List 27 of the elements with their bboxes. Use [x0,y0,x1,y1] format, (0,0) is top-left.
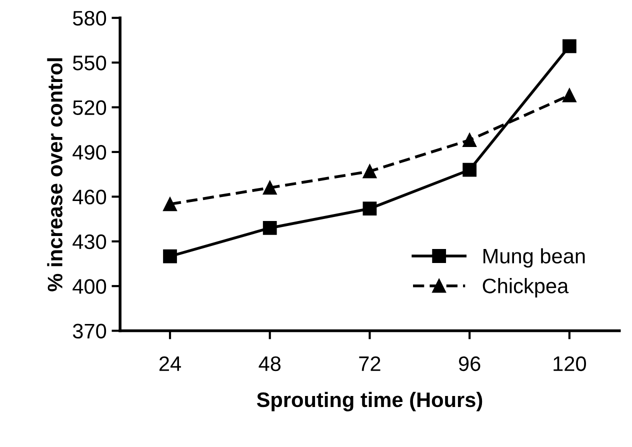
point [262,180,277,195]
point [163,197,177,212]
y-axis-title: % increase over control [47,58,62,292]
y-tick-label: 400 [72,279,106,294]
x-axis-title: Sprouting time (Hours) [256,392,482,412]
y-tick-label: 430 [72,234,106,250]
y-tick-label: 460 [72,190,106,204]
y-tick-label: 490 [72,144,106,160]
point [163,249,177,264]
y-tick-label: 550 [72,56,106,70]
point [362,202,377,216]
point [362,164,377,178]
legend-label: Mung bean [483,248,585,268]
point [462,133,477,148]
x-tick-label: 24 [159,356,181,371]
y-tick-label: 580 [72,10,106,26]
point [562,88,576,102]
x-tick-label: 120 [554,356,586,372]
x-tick-label: 48 [258,356,281,372]
y-tick-label: 520 [72,100,106,116]
x-tick-label: 72 [359,356,380,371]
y-tick-label: 370 [72,324,106,339]
point [562,39,576,54]
point [462,162,477,177]
legend-label: Chickpea [482,278,569,298]
x-tick-label: 96 [458,356,480,372]
point [262,221,277,235]
